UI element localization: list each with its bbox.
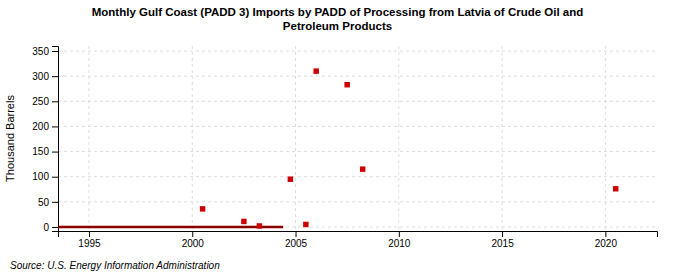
y-tick: 350	[32, 46, 58, 57]
y-tick-mark	[52, 202, 58, 203]
x-tick-mark	[89, 231, 90, 237]
x-tick: 2005	[285, 231, 308, 249]
y-tick-mark	[52, 177, 58, 178]
point	[257, 223, 262, 228]
grid-line-x	[502, 46, 503, 231]
grid	[58, 46, 657, 231]
x-tick: 2020	[595, 231, 618, 249]
grid-line-y	[58, 126, 657, 127]
x-tick-label: 2000	[182, 238, 205, 249]
point	[288, 176, 293, 181]
y-tick: 300	[32, 71, 58, 82]
x-tick-label: 1995	[78, 238, 101, 249]
y-tick: 50	[38, 197, 58, 208]
x-tick-mark	[605, 231, 606, 237]
point	[613, 186, 618, 191]
title: Monthly Gulf Coast (PADD 3) Imports by P…	[92, 6, 584, 32]
y-tick-label: 300	[32, 71, 49, 82]
y-axis-line	[52, 47, 59, 232]
grid-line-y	[58, 76, 657, 77]
y-tick-mark	[52, 101, 58, 102]
x-tick-label: 2005	[285, 238, 308, 249]
x-axis-line	[59, 232, 658, 238]
y-tick: 150	[32, 146, 58, 157]
x-tick-mark	[502, 231, 503, 237]
grid-line-x	[295, 46, 296, 231]
y-tick-mark	[52, 152, 58, 153]
point	[303, 222, 308, 227]
y-tick-mark	[52, 76, 58, 77]
y-tick: 0	[43, 222, 58, 233]
line	[58, 226, 283, 229]
x-tick-mark	[192, 231, 193, 237]
point	[241, 219, 246, 224]
x-tick-mark	[296, 231, 297, 237]
grid-line-y	[58, 201, 657, 202]
y-axis-label: Thousand Barrels	[4, 95, 16, 182]
point	[313, 68, 318, 73]
point	[200, 206, 205, 211]
grid-line-y	[58, 151, 657, 152]
x-tick: 2010	[388, 231, 411, 249]
y-tick-label: 350	[32, 46, 49, 57]
y-tick-label: 0	[43, 222, 49, 233]
x-tick: 1995	[78, 231, 101, 249]
point	[360, 166, 365, 171]
y-tick-label: 200	[32, 121, 49, 132]
grid-line-y	[58, 176, 657, 177]
x-tick-label: 2015	[491, 238, 514, 249]
grid-line-y	[58, 101, 657, 102]
y-tick-mark	[52, 126, 58, 127]
grid-line-x	[192, 46, 193, 231]
y-tick: 100	[32, 171, 58, 182]
x-tick: 2000	[182, 231, 205, 249]
y-tick-label: 100	[32, 171, 49, 182]
marks	[58, 68, 618, 228]
x-tick-label: 2020	[595, 238, 618, 249]
chart: 1995 2000 2005 2010 2015 2020 0 50 100 150 200 250 3…	[0, 0, 675, 275]
y-tick-label: 50	[38, 197, 50, 208]
annotation: Source: U.S. Energy Information Administ…	[10, 260, 220, 271]
x-tick-mark	[399, 231, 400, 237]
y-axis: 0 50 100 150 200 250 300 350	[32, 46, 58, 233]
x-tick-label: 2010	[388, 238, 411, 249]
grid-line-x	[398, 46, 399, 231]
x-axis: 1995 2000 2005 2010 2015 2020	[59, 231, 658, 249]
y-tick-mark	[52, 51, 58, 52]
grid-line-y	[58, 51, 657, 52]
plot: 1995 2000 2005 2010 2015 2020 0 50 100 150 200 250 3…	[32, 46, 657, 249]
point	[344, 82, 349, 87]
grid-line-x	[605, 46, 606, 231]
y-tick-label: 250	[32, 96, 49, 107]
grid-line-x	[88, 46, 89, 231]
y-tick: 250	[32, 96, 58, 107]
grid-line-y	[58, 226, 657, 227]
y-tick: 200	[32, 121, 58, 132]
y-tick-label: 150	[32, 146, 49, 157]
x-tick: 2015	[491, 231, 514, 249]
y-tick-mark	[52, 227, 58, 228]
